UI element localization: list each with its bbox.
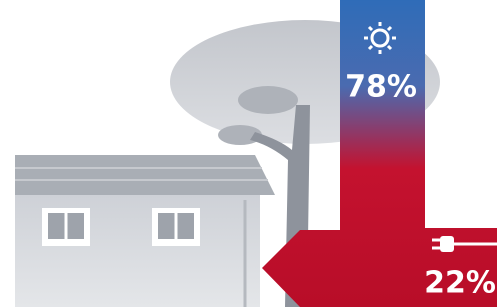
solar-percent: 78% bbox=[345, 70, 417, 105]
house bbox=[15, 155, 275, 307]
grid-percent: 22% bbox=[424, 266, 496, 301]
infographic: 78% 22% bbox=[0, 0, 497, 307]
page: 78% 22% (() => { const data = JSON.parse… bbox=[0, 0, 497, 307]
